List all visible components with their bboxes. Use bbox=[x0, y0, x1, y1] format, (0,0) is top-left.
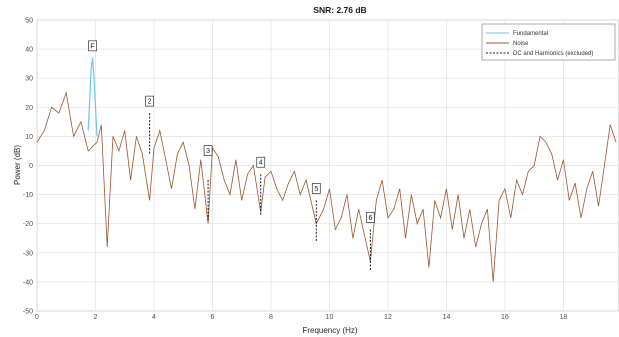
y-tick-label: 0 bbox=[29, 163, 33, 170]
x-tick-label: 12 bbox=[384, 314, 392, 321]
y-tick-label: 40 bbox=[25, 47, 33, 54]
peak-marker-label: 3 bbox=[206, 148, 210, 155]
peak-marker-label: F bbox=[90, 43, 94, 50]
peak-marker-label: 4 bbox=[259, 160, 263, 167]
y-tick-label: 20 bbox=[25, 105, 33, 112]
y-tick-label: -40 bbox=[23, 279, 33, 286]
x-tick-label: 10 bbox=[326, 314, 334, 321]
legend-harmonics-label: DC and Harmonics (excluded) bbox=[513, 51, 593, 57]
y-tick-label: -30 bbox=[23, 250, 33, 257]
peak-marker-box bbox=[145, 95, 154, 107]
x-tick-label: 4 bbox=[152, 314, 156, 321]
series-line-fundamental bbox=[87, 57, 98, 137]
y-tick-label: -10 bbox=[23, 192, 33, 199]
peak-marker-box bbox=[366, 212, 375, 223]
peak-marker-box bbox=[256, 156, 266, 168]
x-tick-label: 16 bbox=[501, 314, 509, 321]
x-tick-label: 0 bbox=[35, 314, 39, 321]
x-tick-label: 18 bbox=[560, 314, 568, 321]
legend: Fundamental Noise DC and Harmonics (excl… bbox=[481, 23, 616, 61]
x-axis-label: Frequency (Hz) bbox=[302, 326, 357, 335]
chart-title: SNR: 2.76 dB bbox=[313, 5, 366, 15]
y-tick-label: 50 bbox=[25, 18, 33, 25]
legend-fundamental-label: Fundamental bbox=[513, 31, 548, 37]
legend-box bbox=[481, 23, 616, 61]
x-tick-label: 14 bbox=[443, 314, 451, 321]
y-axis-label: Power (dB) bbox=[13, 145, 22, 185]
x-tick-label: 8 bbox=[269, 314, 273, 321]
peak-marker-box bbox=[203, 145, 213, 156]
x-tick-label: 6 bbox=[211, 314, 215, 321]
grid-layer bbox=[36, 19, 619, 312]
peak-marker-label: 6 bbox=[368, 215, 372, 222]
peak-marker-label: 2 bbox=[148, 99, 152, 106]
y-tick-label: -20 bbox=[23, 221, 33, 228]
peak-marker-label: 5 bbox=[314, 186, 318, 193]
x-tick-label: 2 bbox=[94, 314, 98, 321]
series-line-noise bbox=[36, 91, 617, 282]
y-tick-label: 10 bbox=[25, 134, 33, 141]
series-layer bbox=[36, 57, 617, 282]
legend-noise-label: Noise bbox=[513, 41, 529, 47]
axes-layer: 0 2 4 6 8 10 12 14 16 18 50 40 30 20 10 0 -10 -20 -30 -40 -5… bbox=[23, 18, 568, 322]
peak-marker-box bbox=[311, 183, 321, 194]
annotation-layer: F 2 3 4 5 6 bbox=[88, 40, 375, 223]
y-tick-label: -50 bbox=[23, 309, 33, 316]
peak-marker-box bbox=[88, 40, 97, 52]
y-tick-label: 30 bbox=[25, 76, 33, 83]
